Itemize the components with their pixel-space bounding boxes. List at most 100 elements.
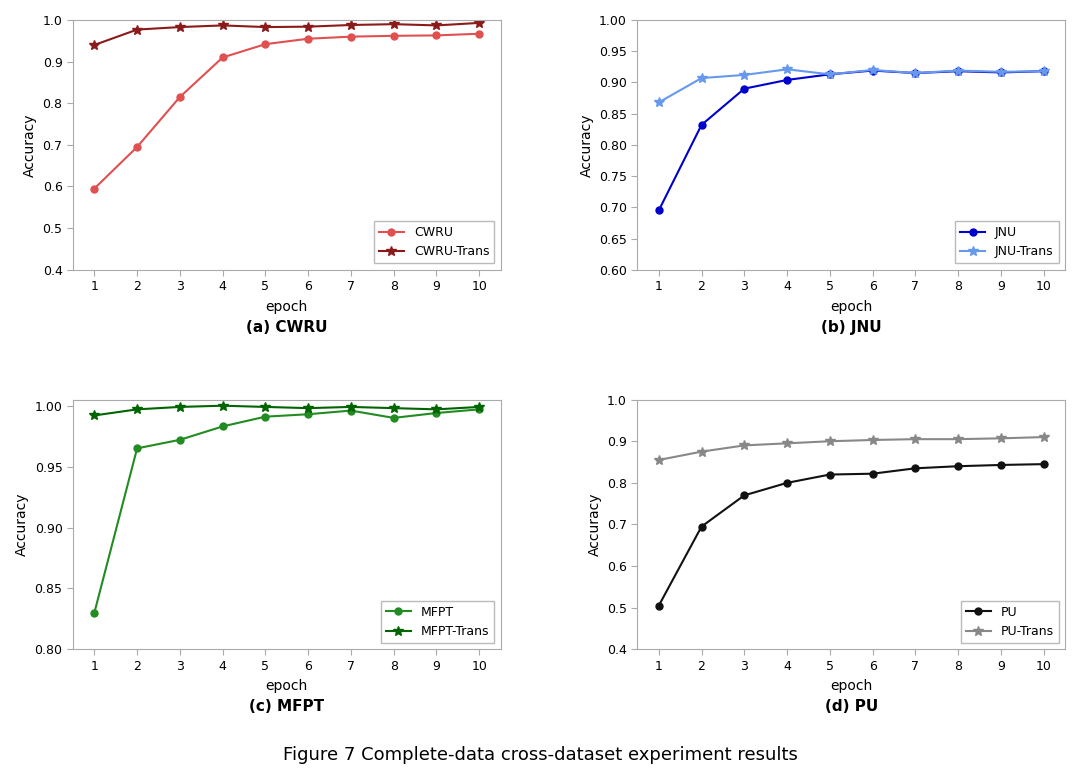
CWRU-Trans bbox=[473, 19, 486, 28]
PU-Trans bbox=[1037, 432, 1050, 442]
Text: (a) CWRU: (a) CWRU bbox=[246, 320, 327, 335]
JNU-Trans bbox=[909, 69, 922, 78]
Text: (c) MFPT: (c) MFPT bbox=[249, 699, 324, 714]
JNU bbox=[909, 69, 922, 78]
MFPT bbox=[131, 444, 144, 453]
Y-axis label: Accuracy: Accuracy bbox=[588, 493, 602, 557]
Legend: PU, PU-Trans: PU, PU-Trans bbox=[960, 601, 1058, 643]
Text: epoch: epoch bbox=[266, 679, 308, 693]
Line: MFPT-Trans: MFPT-Trans bbox=[90, 401, 484, 420]
CWRU-Trans bbox=[87, 40, 100, 49]
CWRU bbox=[473, 29, 486, 39]
MFPT-Trans bbox=[216, 401, 229, 411]
JNU-Trans bbox=[866, 66, 879, 75]
CWRU bbox=[216, 52, 229, 62]
PU-Trans bbox=[823, 437, 836, 446]
PU-Trans bbox=[995, 434, 1008, 443]
Legend: MFPT, MFPT-Trans: MFPT, MFPT-Trans bbox=[381, 601, 495, 643]
MFPT bbox=[430, 408, 443, 418]
JNU-Trans bbox=[781, 65, 794, 74]
MFPT-Trans bbox=[430, 405, 443, 414]
JNU bbox=[738, 84, 751, 93]
CWRU bbox=[174, 93, 187, 102]
MFPT-Trans bbox=[345, 402, 357, 411]
Line: PU: PU bbox=[656, 461, 1048, 609]
CWRU-Trans bbox=[388, 19, 401, 29]
Text: (d) PU: (d) PU bbox=[824, 699, 878, 714]
PU bbox=[1037, 459, 1050, 469]
Text: epoch: epoch bbox=[266, 300, 308, 313]
CWRU-Trans bbox=[216, 21, 229, 30]
JNU-Trans bbox=[738, 70, 751, 80]
MFPT-Trans bbox=[473, 402, 486, 411]
MFPT bbox=[259, 412, 272, 422]
PU bbox=[738, 491, 751, 500]
MFPT-Trans bbox=[174, 402, 187, 411]
PU bbox=[909, 464, 922, 473]
CWRU bbox=[131, 142, 144, 151]
CWRU-Trans bbox=[174, 22, 187, 32]
CWRU-Trans bbox=[301, 22, 314, 32]
PU-Trans bbox=[951, 435, 964, 444]
MFPT bbox=[174, 435, 187, 445]
PU-Trans bbox=[866, 435, 879, 445]
MFPT-Trans bbox=[87, 411, 100, 420]
Line: PU-Trans: PU-Trans bbox=[653, 432, 1049, 465]
CWRU bbox=[345, 32, 357, 41]
MFPT bbox=[216, 422, 229, 431]
PU-Trans bbox=[696, 447, 708, 456]
JNU-Trans bbox=[696, 73, 708, 83]
Line: MFPT: MFPT bbox=[91, 406, 483, 616]
PU-Trans bbox=[781, 438, 794, 448]
MFPT bbox=[87, 608, 100, 618]
PU bbox=[823, 470, 836, 479]
PU bbox=[652, 601, 665, 611]
CWRU bbox=[430, 31, 443, 40]
JNU bbox=[696, 120, 708, 130]
CWRU-Trans bbox=[131, 25, 144, 34]
MFPT bbox=[345, 406, 357, 415]
Text: epoch: epoch bbox=[831, 300, 873, 313]
CWRU bbox=[301, 34, 314, 43]
Line: JNU: JNU bbox=[656, 67, 1048, 214]
Line: JNU-Trans: JNU-Trans bbox=[653, 65, 1049, 107]
CWRU bbox=[259, 39, 272, 49]
PU bbox=[951, 462, 964, 471]
MFPT-Trans bbox=[301, 404, 314, 413]
PU bbox=[995, 460, 1008, 469]
MFPT bbox=[388, 413, 401, 422]
Text: (b) JNU: (b) JNU bbox=[821, 320, 881, 335]
Y-axis label: Accuracy: Accuracy bbox=[15, 493, 29, 557]
Y-axis label: Accuracy: Accuracy bbox=[23, 113, 37, 177]
Text: Figure 7 Complete-data cross-dataset experiment results: Figure 7 Complete-data cross-dataset exp… bbox=[283, 747, 797, 764]
JNU-Trans bbox=[652, 98, 665, 107]
CWRU-Trans bbox=[259, 22, 272, 32]
CWRU-Trans bbox=[345, 20, 357, 29]
PU bbox=[696, 522, 708, 531]
Legend: JNU, JNU-Trans: JNU, JNU-Trans bbox=[955, 222, 1058, 263]
Line: CWRU: CWRU bbox=[91, 30, 483, 192]
JNU-Trans bbox=[995, 67, 1008, 76]
JNU-Trans bbox=[823, 69, 836, 79]
MFPT bbox=[301, 410, 314, 419]
PU-Trans bbox=[738, 441, 751, 450]
CWRU bbox=[87, 184, 100, 193]
PU-Trans bbox=[909, 435, 922, 444]
JNU bbox=[823, 69, 836, 79]
JNU bbox=[866, 66, 879, 75]
JNU-Trans bbox=[951, 66, 964, 75]
JNU bbox=[951, 66, 964, 76]
JNU bbox=[781, 76, 794, 85]
CWRU bbox=[388, 31, 401, 40]
CWRU-Trans bbox=[430, 21, 443, 30]
MFPT-Trans bbox=[388, 404, 401, 413]
Line: CWRU-Trans: CWRU-Trans bbox=[90, 18, 484, 50]
JNU-Trans bbox=[1037, 66, 1050, 76]
JNU bbox=[1037, 66, 1050, 76]
PU-Trans bbox=[652, 455, 665, 465]
MFPT bbox=[473, 405, 486, 414]
Text: epoch: epoch bbox=[831, 679, 873, 693]
JNU bbox=[995, 68, 1008, 77]
MFPT-Trans bbox=[259, 402, 272, 411]
MFPT-Trans bbox=[131, 405, 144, 414]
